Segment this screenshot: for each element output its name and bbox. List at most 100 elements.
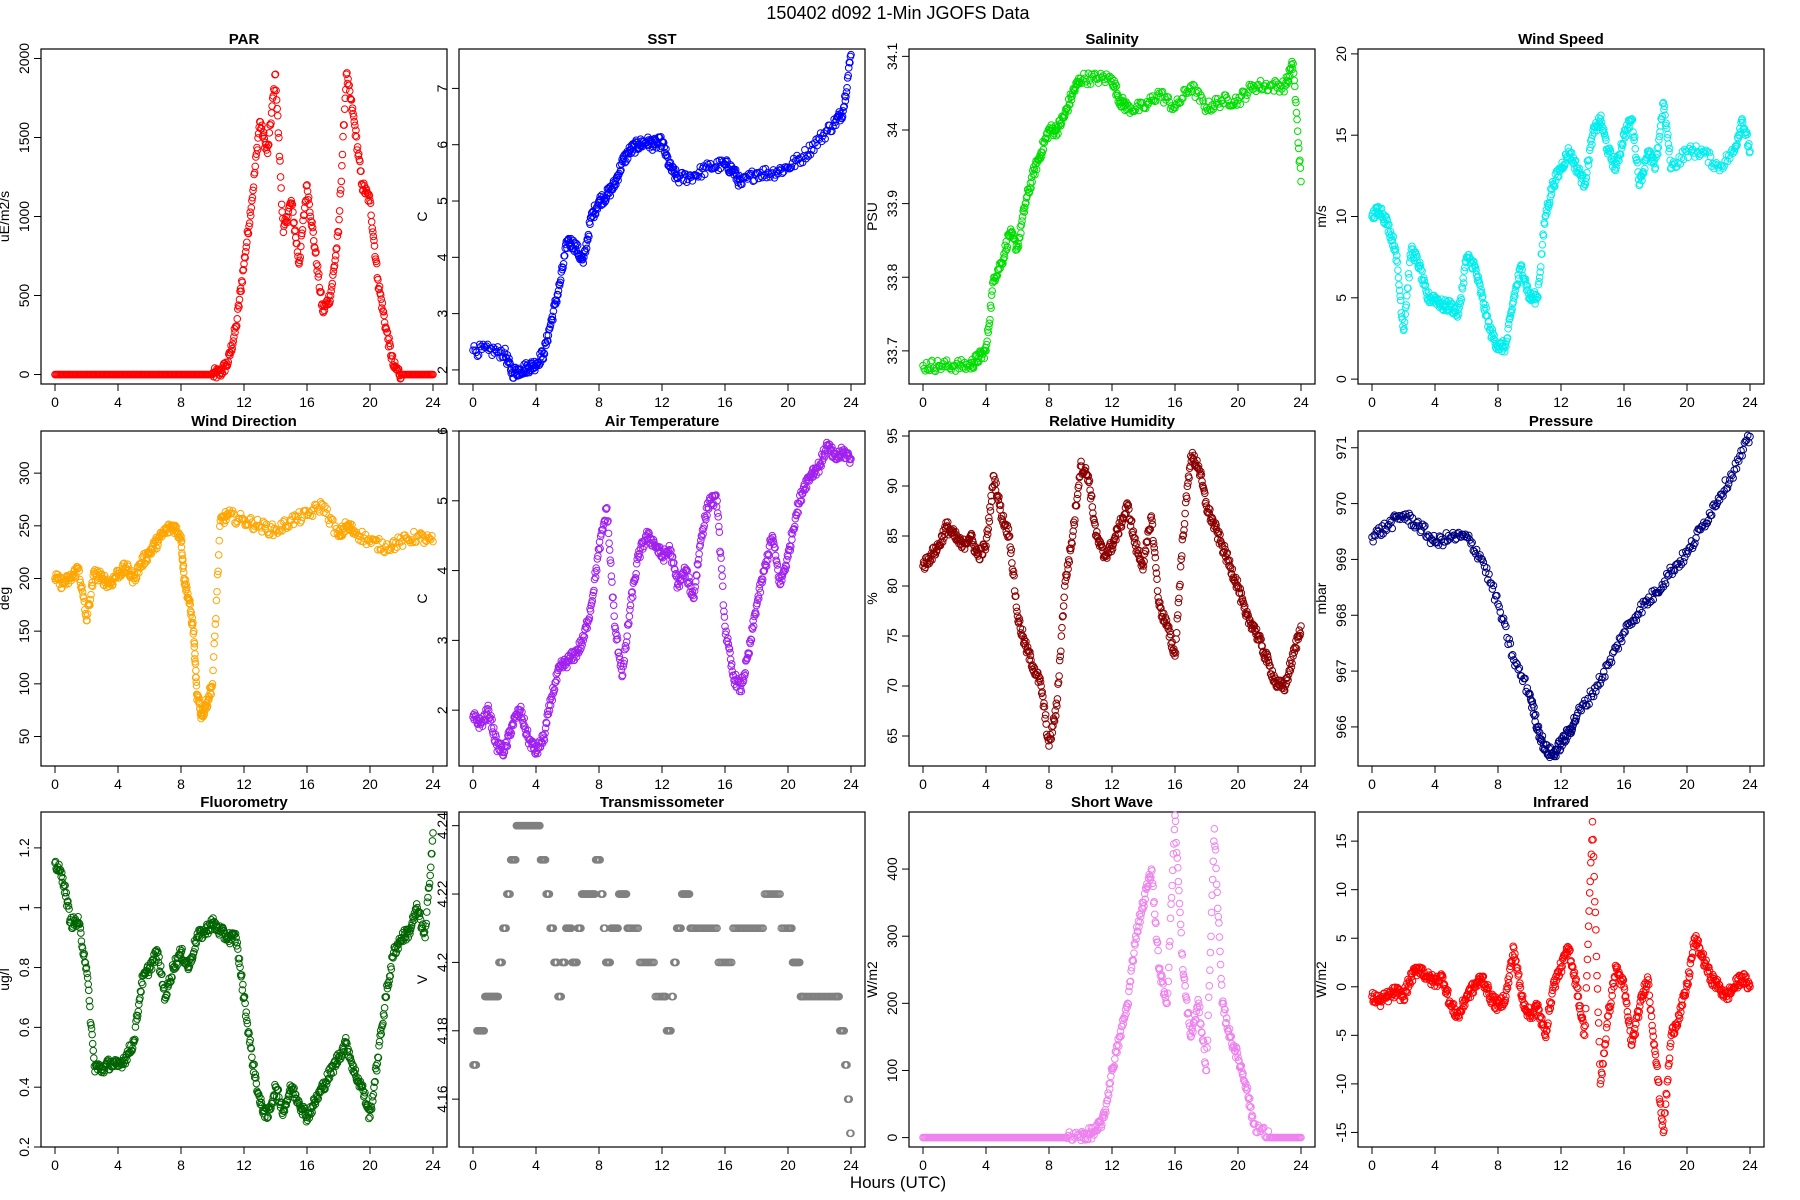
data-point-interp	[518, 708, 526, 716]
data-point-interp	[1481, 300, 1489, 309]
data-point-interp	[337, 177, 346, 186]
data-point-interp	[713, 157, 721, 166]
data-point-interp	[313, 504, 321, 512]
data-point-interp	[241, 247, 250, 256]
data-point-interp	[619, 659, 628, 668]
data-point-interp	[1091, 520, 1099, 529]
data-point-interp	[1038, 688, 1047, 696]
data-point-interp	[844, 64, 853, 72]
data-point-interp	[416, 529, 425, 537]
data-point-interp	[214, 551, 223, 559]
y-tick-label: 0	[1333, 375, 1349, 383]
data-point-interp	[210, 639, 218, 648]
data-point-interp	[1124, 501, 1133, 509]
data-point-interp	[1077, 457, 1085, 466]
data-point-interp	[1458, 284, 1467, 293]
data-point-interp	[1619, 140, 1627, 148]
data-point-interp	[1705, 148, 1714, 157]
data-point-interp	[757, 172, 765, 180]
data-point-interp	[179, 568, 188, 577]
data-point-interp	[945, 361, 953, 369]
data-point-interp	[369, 228, 377, 236]
y-axis-label: ug/l	[0, 968, 12, 991]
data-point-interp	[1584, 156, 1592, 165]
data-point-interp	[1403, 291, 1411, 300]
data-point	[374, 275, 382, 284]
data-point-interp	[190, 948, 198, 956]
data-point-interp	[308, 218, 316, 227]
data-point	[1297, 622, 1305, 630]
data-point-interp	[613, 631, 621, 640]
data-point-interp	[1419, 274, 1428, 282]
y-tick-label: 0.8	[16, 958, 32, 978]
data-point-interp	[1024, 188, 1033, 196]
data-point-interp	[722, 627, 730, 636]
data-point-interp	[1288, 659, 1296, 668]
data-point-interp	[329, 271, 337, 279]
data-point-interp	[613, 635, 622, 643]
data-point-interp	[572, 245, 580, 254]
data-point-interp	[1057, 647, 1065, 656]
data-point-interp	[248, 193, 257, 202]
data-point-interp	[1071, 516, 1079, 524]
data-point-interp	[245, 219, 254, 227]
y-tick-label: 6	[434, 427, 450, 435]
data-point-interp	[269, 531, 278, 540]
data-point-interp	[345, 87, 354, 95]
data-point-interp	[473, 352, 482, 360]
panel-title: Fluorometry	[200, 794, 288, 811]
data-point-interp	[581, 248, 590, 257]
data-point-interp	[1417, 265, 1425, 274]
data-point-interp	[931, 550, 940, 559]
data-point	[1651, 163, 1660, 172]
data-point-interp	[1013, 607, 1021, 616]
data-point-interp	[582, 240, 590, 248]
data-point-interp	[1739, 445, 1748, 454]
data-point-interp	[347, 95, 355, 104]
data-point-interp	[354, 150, 363, 158]
y-axis-label: C	[414, 593, 430, 603]
data-point	[1746, 432, 1754, 441]
data-point-interp	[415, 530, 424, 539]
data-point-interp	[1031, 170, 1039, 179]
data-point	[1297, 177, 1305, 186]
data-point-interp	[1638, 176, 1646, 185]
data-point-interp	[1284, 670, 1293, 679]
data-point-interp	[1404, 270, 1413, 278]
data-point-interp	[296, 253, 305, 262]
data-point-interp	[88, 1039, 97, 1048]
data-point-interp	[1599, 667, 1608, 676]
data-point	[1509, 294, 1518, 302]
x-tick-label: 8	[177, 776, 185, 792]
data-point-interp	[1148, 520, 1157, 529]
data-point-interp	[1183, 494, 1191, 503]
data-point-interp	[737, 687, 746, 696]
data-point-interp	[632, 569, 640, 578]
data-point-interp	[582, 244, 591, 253]
data-point	[847, 50, 855, 59]
data-point-interp	[608, 578, 616, 586]
data-point-interp	[1050, 717, 1059, 726]
data-point-interp	[1395, 281, 1403, 289]
data-point-interp	[1005, 532, 1013, 541]
data-point-interp	[560, 252, 569, 260]
data-point-interp	[1538, 240, 1547, 249]
data-point-interp	[1009, 567, 1018, 576]
data-point	[263, 149, 272, 158]
data-point-interp	[1405, 258, 1414, 267]
data-point-interp	[1051, 712, 1060, 720]
data-point-interp	[713, 509, 722, 517]
data-point-interp	[1059, 602, 1068, 610]
data-point-interp	[1633, 155, 1641, 164]
main-title: 150402 d092 1-Min JGOFS Data	[766, 3, 1030, 23]
y-tick-label: 95	[884, 428, 900, 444]
data-point-interp	[614, 648, 623, 657]
data-point-interp	[1197, 467, 1205, 476]
data-point-interp	[267, 119, 275, 127]
x-tick-label: 24	[425, 776, 441, 792]
data-point-interp	[1036, 674, 1044, 683]
data-point-interp	[554, 291, 562, 299]
data-point-interp	[335, 215, 343, 224]
data-point-interp	[357, 167, 365, 175]
y-axis-label: PSU	[864, 202, 880, 231]
